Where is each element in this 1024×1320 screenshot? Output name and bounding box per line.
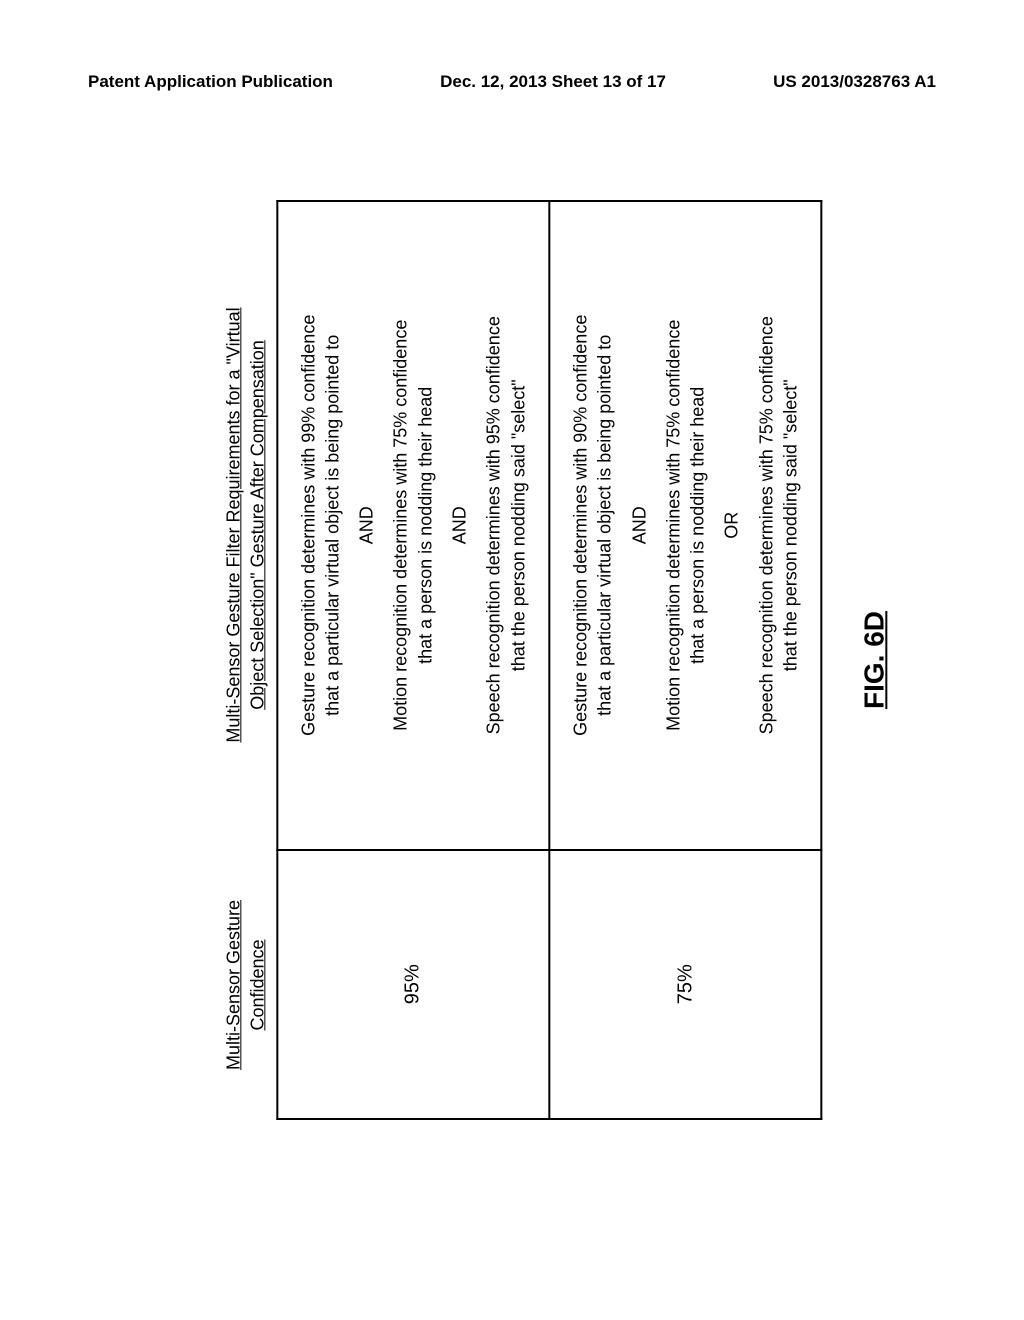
table-row: 75% Gesture recognition determines with … xyxy=(549,201,821,1119)
confidence-column-header: Multi-Sensor Gesture Confidence xyxy=(221,850,270,1120)
table-row: 95% Gesture recognition determines with … xyxy=(277,201,549,1119)
header-center: Dec. 12, 2013 Sheet 13 of 17 xyxy=(440,72,666,92)
req-line: that a particular virtual object is bein… xyxy=(320,216,344,835)
operator: AND xyxy=(627,216,651,835)
req-line: Gesture recognition determines with 99% … xyxy=(296,216,320,835)
col2-header-line1: Multi-Sensor Gesture Filter Requirements… xyxy=(223,307,243,742)
req-line: that a person is nodding their head xyxy=(685,216,709,835)
header-right: US 2013/0328763 A1 xyxy=(773,72,936,92)
requirements-cell: Gesture recognition determines with 90% … xyxy=(549,201,821,850)
confidence-cell: 75% xyxy=(549,850,821,1119)
confidence-cell: 95% xyxy=(277,850,549,1119)
requirements-cell: Gesture recognition determines with 99% … xyxy=(277,201,549,850)
header-left: Patent Application Publication xyxy=(88,72,333,92)
req-line: that the person nodding said "select" xyxy=(778,216,802,835)
operator: OR xyxy=(720,216,744,835)
req-line: Motion recognition determines with 75% c… xyxy=(389,216,413,835)
req-line: that a particular virtual object is bein… xyxy=(593,216,617,835)
table-wrapper: Multi-Sensor Gesture Confidence Multi-Se… xyxy=(221,200,822,1120)
req-line: Gesture recognition determines with 90% … xyxy=(568,216,592,835)
figure-content: Multi-Sensor Gesture Confidence Multi-Se… xyxy=(221,200,822,1120)
req-line: that a person is nodding their head xyxy=(413,216,437,835)
gesture-filter-table: 95% Gesture recognition determines with … xyxy=(276,200,823,1120)
patent-page: Patent Application Publication Dec. 12, … xyxy=(0,0,1024,1320)
col2-header-line2: Object Selection" Gesture After Compensa… xyxy=(248,340,268,710)
figure-label: FIG. 6D xyxy=(859,200,891,1120)
operator: AND xyxy=(447,216,471,835)
page-header: Patent Application Publication Dec. 12, … xyxy=(0,72,1024,92)
req-line: Speech recognition determines with 95% c… xyxy=(482,216,506,835)
req-line: that the person nodding said "select" xyxy=(506,216,530,835)
column-headers: Multi-Sensor Gesture Confidence Multi-Se… xyxy=(221,200,270,1120)
req-line: Motion recognition determines with 75% c… xyxy=(661,216,685,835)
requirements-column-header: Multi-Sensor Gesture Filter Requirements… xyxy=(221,200,270,850)
req-line: Speech recognition determines with 75% c… xyxy=(754,216,778,835)
operator: AND xyxy=(355,216,379,835)
